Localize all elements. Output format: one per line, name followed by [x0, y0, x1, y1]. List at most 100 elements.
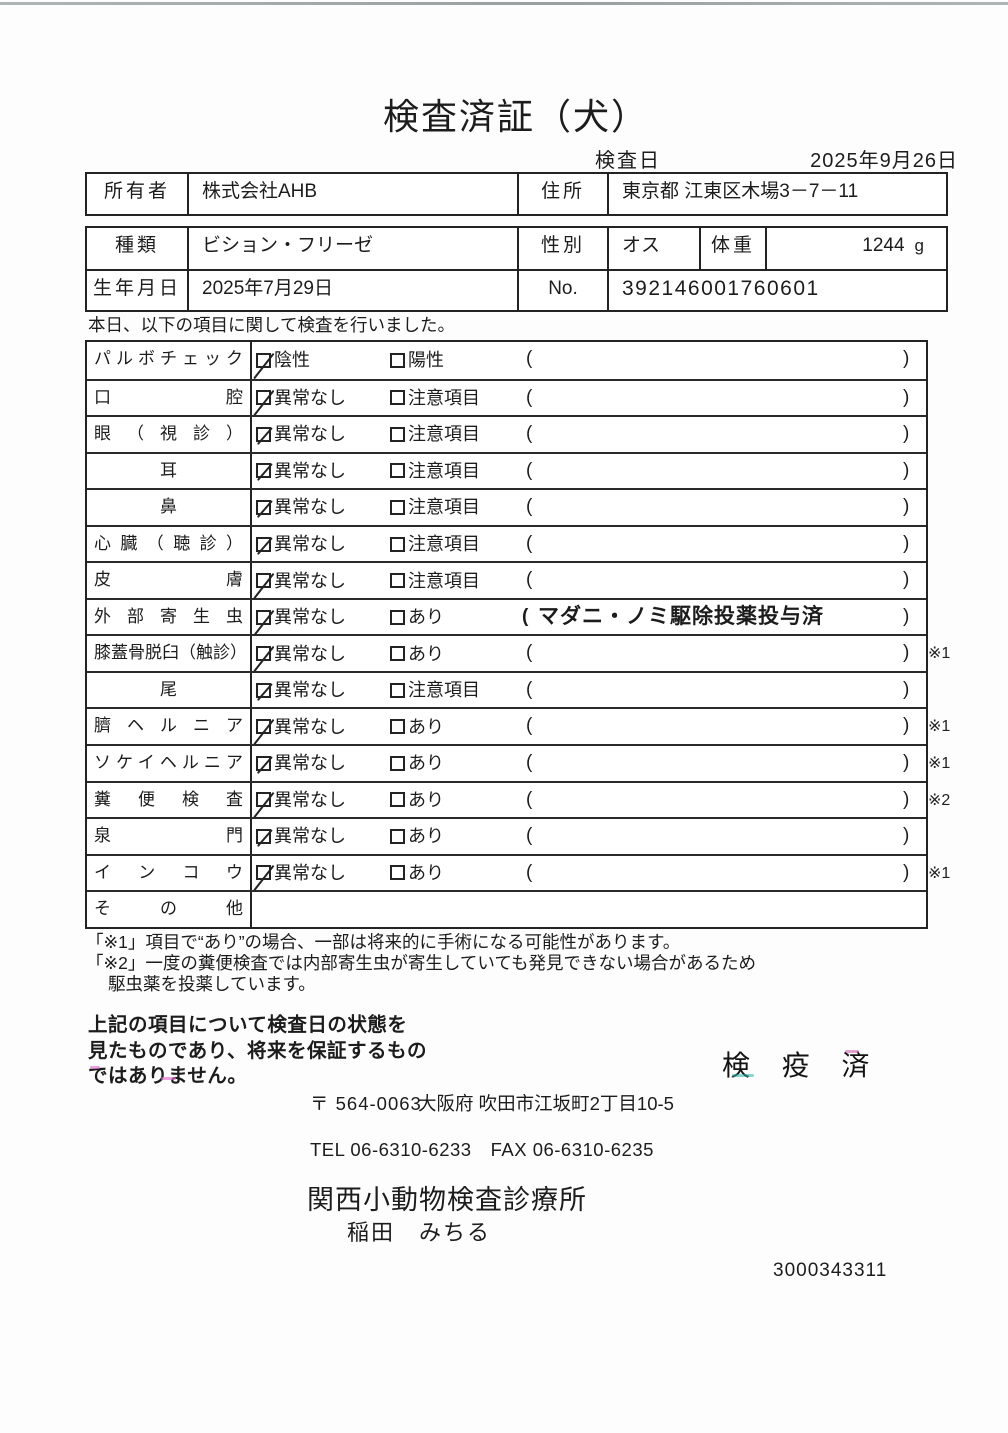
disclaimer-statement: 上記の項目について検査日の状態を 見たものであり、将来を保証するもの ではありま…	[88, 1014, 428, 1087]
result-checkbox-2[interactable]	[390, 646, 405, 662]
result-option-1-label: 異常なし	[274, 424, 346, 445]
result-checkbox-2[interactable]	[390, 352, 405, 368]
result-checkbox-2[interactable]	[390, 719, 405, 735]
result-option-2: あり	[390, 636, 444, 671]
result-option-2: あり	[390, 819, 444, 854]
address-value: 東京都 江東区木場3－7－11	[622, 181, 859, 202]
remarks-paren-close: )	[903, 532, 910, 554]
serial-number: 3000343311	[773, 1260, 888, 1281]
result-checkbox-1[interactable]	[256, 463, 274, 482]
owner-table: 所有者 株式会社AHB 住所 東京都 江東区木場3－7－11	[85, 172, 948, 216]
scan-color-artifact	[732, 1074, 754, 1077]
scan-artifact-line	[0, 2, 1008, 5]
result-checkbox-2[interactable]	[390, 792, 405, 808]
result-option-2: 陽性	[390, 342, 444, 379]
result-option-2-label: あり	[408, 607, 444, 628]
check-mark	[253, 719, 275, 746]
clinic-address: 大阪府 吹田市江坂町2丁目10-5	[418, 1093, 674, 1114]
result-checkbox-2[interactable]	[390, 865, 405, 881]
breed-value: ビション・フリーゼ	[189, 228, 519, 269]
remarks-paren-open: (	[526, 642, 533, 664]
postal-code: 〒 564-0063	[310, 1093, 422, 1114]
result-checkbox-1[interactable]	[256, 426, 274, 446]
remarks-paren-close: )	[903, 496, 910, 518]
remarks-paren-close: )	[903, 348, 910, 369]
clinic-name: 関西小動物検査診療所	[307, 1185, 587, 1215]
result-checkbox-2[interactable]	[390, 682, 405, 698]
row-label: 口腔	[87, 380, 252, 416]
remarks-paren-open: (	[526, 861, 533, 883]
result-option-1: 異常なし	[256, 673, 346, 708]
table-row: 外部寄生虫 異常なし あり ( マダニ・ノミ駆除投薬投与済 )	[87, 597, 926, 637]
remarks-paren-close: )	[903, 678, 910, 700]
remarks-paren-open: (	[526, 423, 533, 445]
result-option-1: 異常なし	[253, 783, 346, 819]
inspection-table: パルボチェック 陰性 陽性 ( ) 口腔	[85, 340, 950, 929]
result-option-2-label: 注意項目	[408, 570, 480, 591]
result-checkbox-1[interactable]	[253, 792, 275, 819]
breed-label: 種類	[87, 228, 189, 269]
footnote-marker: ※1	[928, 645, 951, 663]
result-checkbox-2[interactable]	[390, 828, 405, 844]
result-option-2-label: 注意項目	[408, 497, 480, 518]
result-option-1-label: 異常なし	[274, 460, 346, 481]
result-checkbox-1[interactable]	[253, 390, 275, 417]
result-checkbox-2[interactable]	[390, 755, 405, 771]
table-row: 泉門 異常なし あり ( )	[87, 817, 926, 854]
result-checkbox-1[interactable]	[256, 499, 274, 519]
result-option-1: 異常なし	[256, 746, 346, 781]
row-content: 異常なし 注意項目 ( )	[252, 673, 926, 708]
result-checkbox-2[interactable]	[390, 463, 405, 479]
result-checkbox-1[interactable]	[253, 609, 275, 637]
row-content: 異常なし 注意項目 ( )	[252, 563, 926, 600]
remarks-paren-open: (	[526, 532, 533, 554]
row-label: パルボチェック	[87, 342, 252, 379]
result-option-1-label: 異常なし	[274, 570, 346, 591]
row-content: 異常なし あり ( ) ※1	[252, 746, 950, 781]
result-checkbox-2[interactable]	[390, 573, 405, 589]
result-checkbox-1[interactable]	[253, 865, 275, 892]
result-option-2-label: あり	[408, 716, 444, 737]
result-option-2: あり	[390, 709, 444, 744]
scan-color-artifact	[161, 1077, 176, 1080]
result-option-2-label: あり	[408, 789, 444, 810]
result-checkbox-1[interactable]	[253, 352, 275, 380]
result-checkbox-2[interactable]	[390, 390, 405, 406]
result-checkbox-1[interactable]	[253, 572, 275, 600]
row-label: その他	[87, 892, 252, 927]
table-row: 臍ヘルニア 異常なし あり ( ) ※1	[87, 707, 950, 746]
result-option-1: 異常なし	[256, 417, 346, 452]
result-option-2: あり	[390, 856, 444, 891]
row-content: 異常なし 注意項目 ( )	[252, 490, 926, 525]
result-checkbox-1[interactable]	[256, 536, 274, 555]
result-checkbox-2[interactable]	[390, 536, 405, 552]
table-row: パルボチェック 陰性 陽性 ( )	[87, 342, 926, 380]
inspection-date-label: 検査日	[595, 150, 661, 172]
check-mark	[253, 390, 275, 417]
result-checkbox-1[interactable]	[256, 828, 274, 848]
footnote-marker: ※1	[928, 755, 951, 773]
result-checkbox-2[interactable]	[390, 499, 405, 515]
row-label: 心臓（聴診）	[87, 526, 252, 562]
result-checkbox-2[interactable]	[390, 609, 405, 625]
table-row: 膝蓋骨脱臼（触診） 異常なし あり ( ) ※1	[87, 634, 950, 673]
remarks-paren-close: )	[903, 386, 910, 408]
table-row: 心臓（聴診） 異常なし 注意項目 ( )	[87, 524, 926, 562]
result-checkbox-1[interactable]	[253, 719, 275, 746]
result-option-2-label: 陽性	[408, 350, 444, 371]
result-checkbox-1[interactable]	[256, 682, 274, 701]
row-content: 異常なし 注意項目 ( )	[252, 527, 926, 562]
row-content: 異常なし 注意項目 ( )	[252, 381, 926, 417]
table-row: ソケイヘルニア 異常なし あり ( ) ※1	[87, 744, 950, 781]
result-checkbox-2[interactable]	[390, 426, 405, 442]
check-mark	[253, 572, 275, 600]
result-option-2: あり	[390, 783, 444, 818]
result-checkbox-1[interactable]	[253, 645, 275, 673]
number-label: No.	[519, 271, 609, 310]
result-checkbox-1[interactable]	[256, 755, 274, 775]
footnote-marker: ※2	[928, 791, 951, 809]
table-row: 鼻 異常なし 注意項目 ( )	[87, 488, 926, 525]
result-option-2: 注意項目	[390, 527, 480, 562]
result-option-1: 異常なし	[256, 490, 346, 525]
page-title: 検査済証（犬）	[382, 96, 649, 137]
